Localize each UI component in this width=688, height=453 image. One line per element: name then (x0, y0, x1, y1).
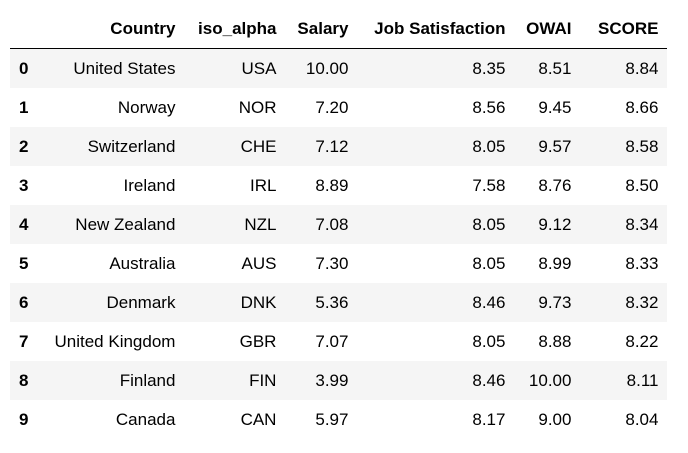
table-cell: AUS (241, 253, 277, 273)
table-cell: 8.46 (472, 292, 506, 312)
dataframe-output: Country iso_alpha Salary Job Satisfaction OW… (10, 10, 668, 440)
table-row: 3 Ireland IRL 8.89 7.58 8.76 8.50 (10, 166, 667, 205)
table-cell: 5.36 (315, 292, 349, 312)
table-cell: 9.12 (538, 214, 572, 234)
table-cell: Switzerland (87, 136, 176, 156)
table-cell: Australia (109, 253, 176, 273)
table-cell: 7.12 (315, 136, 349, 156)
table-cell: 8.34 (625, 214, 659, 234)
table-cell: 8.35 (472, 58, 506, 78)
table-cell: 8.88 (538, 331, 572, 351)
table-cell: Norway (117, 97, 176, 117)
row-index: 3 (19, 175, 29, 195)
column-header: Salary (285, 10, 358, 49)
table-row: 4 New Zealand NZL 7.08 8.05 9.12 8.34 (10, 205, 668, 244)
table-cell: 7.20 (315, 97, 349, 117)
table-cell: 8.51 (538, 58, 572, 78)
header-row: Country iso_alpha Salary Job Satisfaction OW… (10, 10, 668, 49)
table-cell: Finland (119, 370, 176, 390)
table-cell: CHE (240, 136, 277, 156)
table-cell: 7.08 (315, 214, 349, 234)
table-cell: 8.11 (626, 370, 659, 390)
table-row: 9 Canada CAN 5.97 8.17 9.00 8.04 (10, 400, 667, 439)
table-cell: 8.05 (472, 253, 506, 273)
table-cell: 5.97 (315, 409, 349, 429)
table-row: 6 Denmark DNK 5.36 8.46 9.73 8.32 (10, 283, 668, 322)
table-cell: DNK (240, 292, 277, 312)
table-cell: 8.04 (625, 409, 659, 429)
table-cell: 8.46 (472, 370, 506, 390)
dataframe-table: Country iso_alpha Salary Job Satisfaction OW… (10, 10, 668, 440)
column-header: SCORE (580, 10, 668, 49)
row-index: 4 (19, 214, 29, 234)
table-cell: GBR (239, 331, 277, 351)
table-body: 0 United States USA 10.00 8.35 8.51 8.84 1 Norwa… (10, 48, 668, 440)
table-cell: 8.50 (625, 175, 659, 195)
row-index: 8 (19, 370, 29, 390)
table-cell: 8.22 (625, 331, 659, 351)
table-cell: 3.99 (315, 370, 349, 390)
table-cell: Denmark (106, 292, 176, 312)
table-row: 5 Australia AUS 7.30 8.05 8.99 8.33 (10, 244, 667, 283)
table-cell: 8.56 (472, 97, 506, 117)
column-header: OWAI (514, 10, 581, 49)
table-row: 7 United Kingdom GBR 7.07 8.05 8.88 8.22 (10, 322, 667, 361)
table-cell: United Kingdom (54, 331, 176, 351)
column-header: Country (37, 10, 185, 49)
table-row: 1 Norway NOR 7.20 8.56 9.45 8.66 (10, 88, 667, 127)
table-row: 0 United States USA 10.00 8.35 8.51 8.84 (10, 48, 668, 88)
table-cell: 8.05 (472, 136, 506, 156)
column-header: iso_alpha (184, 10, 286, 49)
table-row: 2 Switzerland CHE 7.12 8.05 9.57 8.58 (10, 127, 668, 166)
table-cell: 8.05 (472, 214, 506, 234)
table-cell: 9.45 (538, 97, 572, 117)
table-cell: New Zealand (75, 214, 176, 234)
table-cell: NZL (244, 214, 277, 234)
table-cell: 9.57 (538, 136, 572, 156)
table-cell: 7.58 (472, 175, 506, 195)
row-index: 1 (19, 97, 29, 117)
column-header: Job Satisfaction (357, 10, 515, 49)
table-cell: Canada (115, 409, 176, 429)
row-index: 9 (19, 409, 29, 429)
table-cell: 8.05 (472, 331, 506, 351)
row-index: 6 (19, 292, 29, 312)
row-index: 2 (19, 136, 29, 156)
row-index: 7 (19, 331, 29, 351)
table-cell: NOR (238, 97, 277, 117)
table-cell: 10.00 (305, 58, 349, 78)
table-cell: 8.17 (472, 409, 506, 429)
table-cell: 8.76 (538, 175, 572, 195)
row-index: 5 (19, 253, 29, 273)
table-row: 8 Finland FIN 3.99 8.46 10.00 8.11 (10, 361, 668, 400)
table-cell: 7.30 (315, 253, 349, 273)
table-cell: FIN (249, 370, 277, 390)
table-cell: USA (241, 58, 277, 78)
table-cell: 7.07 (315, 331, 349, 351)
table-cell: 8.99 (538, 253, 572, 273)
table-cell: 8.58 (625, 136, 659, 156)
table-cell: 8.89 (315, 175, 349, 195)
row-index: 0 (19, 58, 29, 78)
table-cell: 9.00 (538, 409, 572, 429)
table-cell: CAN (240, 409, 277, 429)
table-cell: 9.73 (538, 292, 572, 312)
table-cell: Ireland (123, 175, 176, 195)
table-cell: 8.32 (625, 292, 659, 312)
table-header: Country iso_alpha Salary Job Satisfaction OW… (10, 10, 668, 49)
index-header (10, 10, 38, 49)
table-cell: IRL (250, 175, 277, 195)
table-cell: 8.66 (625, 97, 659, 117)
table-cell: 10.00 (528, 370, 572, 390)
table-cell: 8.84 (625, 58, 659, 78)
table-cell: United States (73, 58, 176, 78)
table-cell: 8.33 (625, 253, 659, 273)
